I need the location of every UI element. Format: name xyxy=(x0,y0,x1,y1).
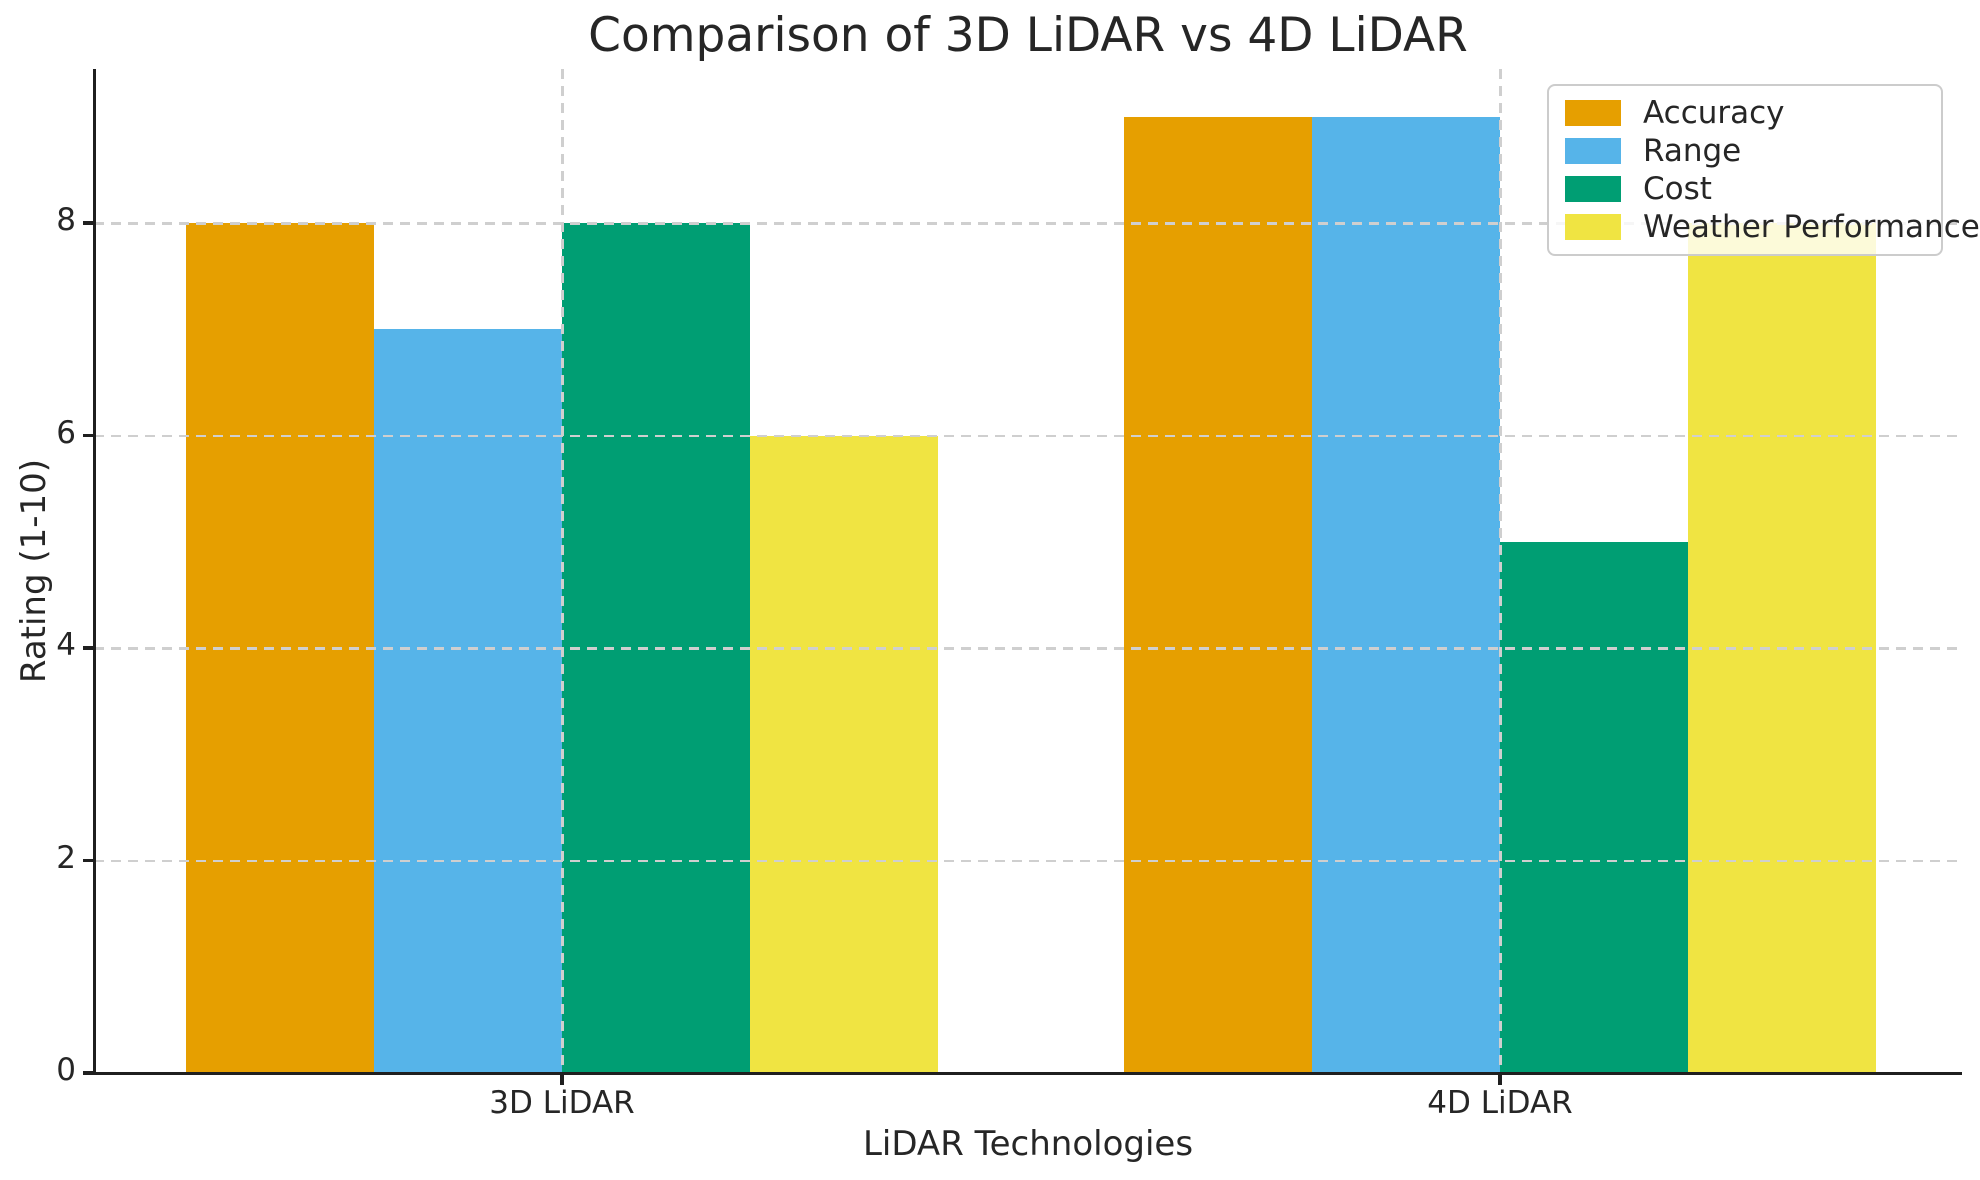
legend-label-accuracy: Accuracy xyxy=(1643,95,1785,131)
h-gridline-8 xyxy=(94,222,1962,225)
h-gridline-4 xyxy=(94,647,1962,650)
h-gridline-6 xyxy=(94,434,1962,437)
x-tick-label-4d-lidar: 4D LiDAR xyxy=(1427,1085,1573,1121)
legend-label-cost: Cost xyxy=(1643,171,1712,207)
y-tick-4 xyxy=(82,646,93,650)
bar-4d-lidar-accuracy xyxy=(1124,116,1312,1073)
legend-swatch-cost xyxy=(1565,176,1621,202)
legend-row-range: Range xyxy=(1565,133,1925,169)
y-tick-label-4: 4 xyxy=(56,627,76,663)
legend-swatch-accuracy xyxy=(1565,100,1621,126)
v-gridline-3d-lidar xyxy=(561,69,564,1073)
legend-swatch-weather-performance xyxy=(1565,214,1621,240)
bar-4d-lidar-cost xyxy=(1500,541,1688,1073)
legend-row-weather-performance: Weather Performance xyxy=(1565,209,1980,245)
y-tick-0 xyxy=(82,1071,93,1075)
y-tick-2 xyxy=(82,858,93,863)
legend-row-accuracy: Accuracy xyxy=(1565,95,1925,131)
y-tick-6 xyxy=(82,433,93,438)
x-axis-spine xyxy=(92,1071,1962,1075)
y-tick-label-2: 2 xyxy=(56,839,76,876)
x-tick-label-3d-lidar: 3D LiDAR xyxy=(489,1085,635,1121)
y-tick-8 xyxy=(82,221,93,225)
y-axis-spine xyxy=(92,69,96,1075)
legend-row-cost: Cost xyxy=(1565,171,1925,207)
bar-3d-lidar-range xyxy=(374,329,562,1073)
bar-3d-lidar-weather-performance xyxy=(750,435,938,1073)
legend-label-weather-performance: Weather Performance xyxy=(1643,209,1980,245)
x-tick-3d-lidar xyxy=(560,1074,564,1085)
y-tick-label-0: 0 xyxy=(56,1052,76,1088)
y-tick-label-6: 6 xyxy=(56,414,76,451)
chart-title: Comparison of 3D LiDAR vs 4D LiDAR xyxy=(588,8,1468,63)
legend-label-range: Range xyxy=(1643,133,1742,169)
y-tick-label-8: 8 xyxy=(56,202,76,238)
h-gridline-2 xyxy=(94,859,1962,862)
bar-4d-lidar-range xyxy=(1312,116,1500,1073)
x-axis-label: LiDAR Technologies xyxy=(862,1124,1194,1164)
legend-swatch-range xyxy=(1565,138,1621,164)
v-gridline-4d-lidar xyxy=(1499,69,1502,1073)
x-tick-4d-lidar xyxy=(1498,1074,1502,1085)
legend: Accuracy Range Cost Weather Performance xyxy=(1547,84,1980,256)
